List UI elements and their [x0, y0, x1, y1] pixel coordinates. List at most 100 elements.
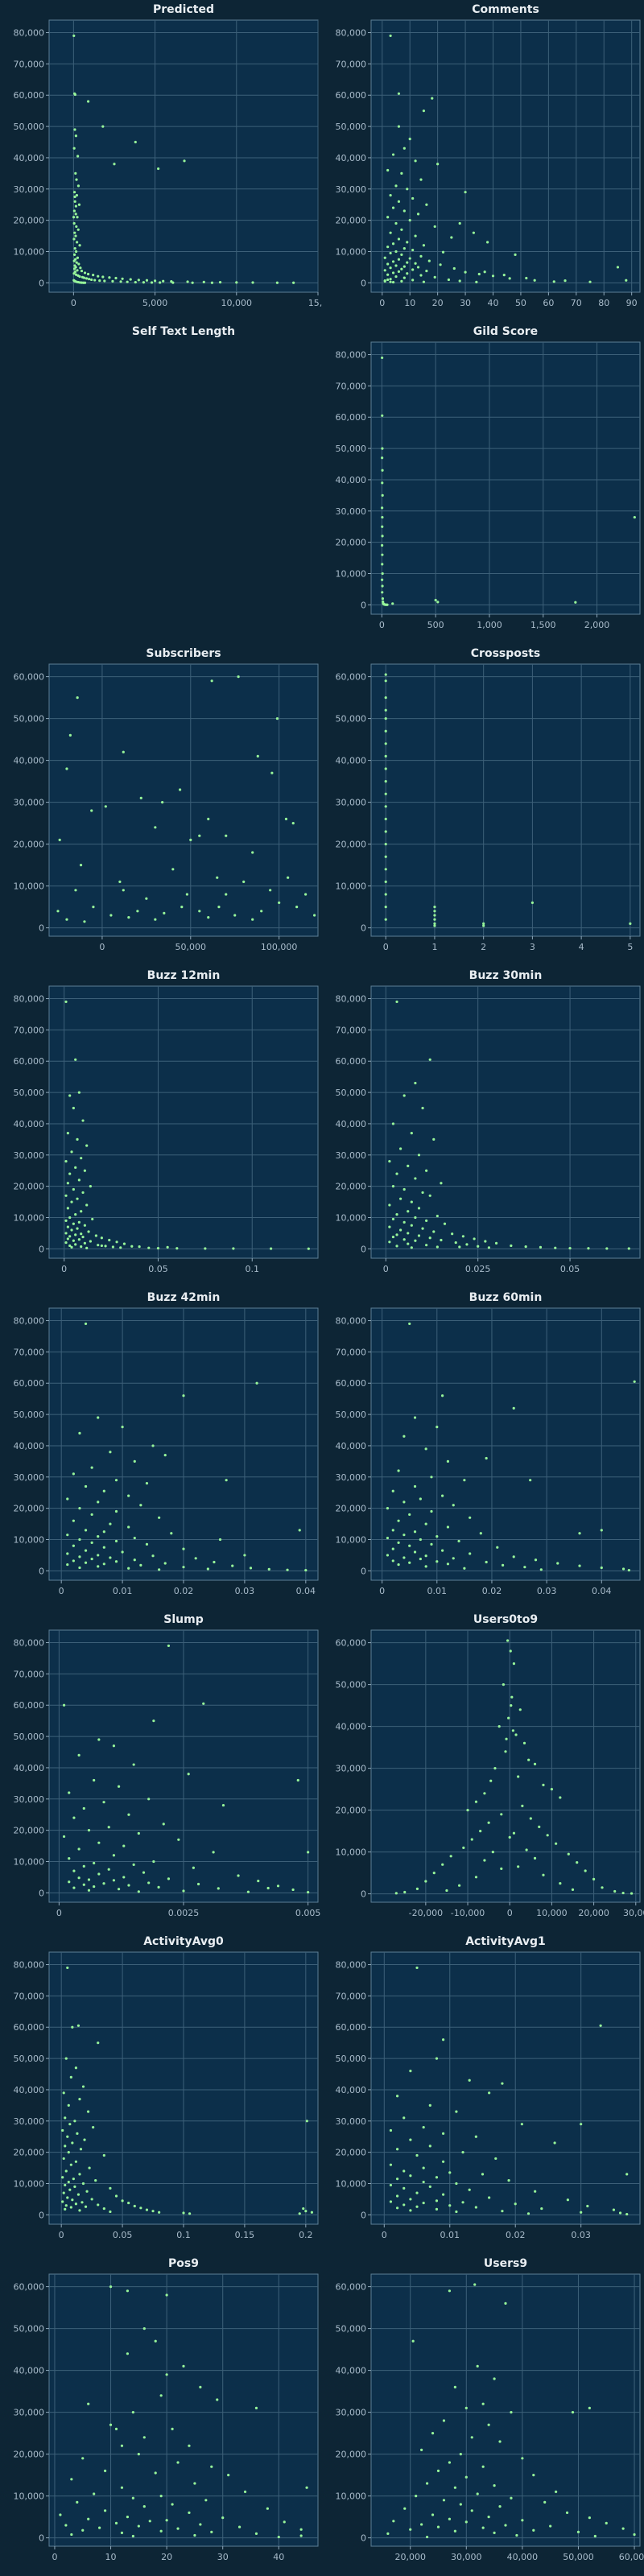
data-point: [621, 1567, 625, 1571]
data-point: [78, 275, 81, 279]
data-point: [605, 2521, 608, 2524]
data-point: [549, 2524, 552, 2528]
scatter-chart-buzz-42min: Buzz 42min 0 10,000 20,000 30,000 40,000 50,00…: [14, 1291, 319, 1596]
y-tick-label: 40,000: [336, 1119, 367, 1129]
data-point: [183, 159, 186, 163]
data-point: [78, 1507, 81, 1510]
data-point: [402, 2169, 406, 2173]
data-point: [411, 279, 415, 282]
data-points: [386, 1322, 636, 1572]
y-tick-label: 60,000: [336, 1378, 367, 1389]
scatter-chart-gild-score: Gild Score 0 10,000 20,000 30,000 40,000 50,00…: [336, 325, 641, 630]
chart-panel-comments: Comments 0 10,000 20,000 30,000 40,000 50,000 6…: [322, 0, 644, 322]
data-point: [139, 1504, 142, 1507]
data-point: [256, 754, 259, 758]
data-point: [193, 2533, 196, 2537]
data-point: [80, 1245, 83, 1249]
data-point: [413, 1484, 417, 1488]
data-point: [415, 2205, 419, 2208]
data-point: [482, 922, 485, 925]
data-point: [389, 278, 392, 281]
data-point: [409, 2209, 412, 2212]
data-point: [381, 456, 384, 460]
data-point: [381, 572, 384, 576]
y-tick-label: 10,000: [336, 1847, 367, 1858]
data-point: [79, 864, 83, 867]
data-point: [74, 889, 77, 892]
data-points: [388, 1000, 630, 1250]
chart-title: ActivityAvg1: [465, 1935, 546, 1948]
data-point: [210, 2530, 213, 2533]
data-point: [592, 1877, 596, 1880]
data-point: [491, 275, 495, 278]
scatter-chart-activityavg0: ActivityAvg0 0 10,000 20,000 30,000 40,000 50,…: [14, 1935, 319, 2240]
data-point: [475, 280, 478, 283]
data-point: [216, 2398, 219, 2401]
data-point: [574, 601, 577, 604]
data-point: [109, 2186, 112, 2190]
data-point: [64, 2169, 68, 2173]
data-point: [411, 268, 415, 271]
data-point: [72, 216, 76, 219]
data-point: [286, 1568, 289, 1571]
data-point: [69, 2206, 72, 2209]
x-tick-label: 20,000: [578, 1908, 609, 1918]
x-tick-label: 0.02: [174, 1586, 194, 1596]
y-tick-label: 20,000: [336, 1182, 367, 1192]
data-point: [159, 2529, 163, 2533]
x-tick-label: 0.03: [571, 2230, 591, 2240]
data-point: [97, 1501, 100, 1504]
data-point: [97, 2203, 100, 2207]
data-point: [104, 1245, 107, 1248]
y-tick-label: 20,000: [336, 840, 367, 850]
data-point: [62, 1835, 66, 1839]
x-tick-label: 0: [61, 1264, 67, 1274]
data-point: [506, 1639, 510, 1642]
data-point: [391, 206, 395, 209]
data-point: [400, 279, 403, 283]
scatter-chart-buzz-30min: Buzz 30min 0 10,000 20,000 30,000 40,000 50,00…: [336, 969, 641, 1274]
data-point: [394, 1892, 398, 1895]
data-point: [206, 1567, 209, 1571]
y-tick-label: 20,000: [14, 840, 45, 850]
data-point: [381, 563, 384, 566]
data-point: [177, 1838, 180, 1841]
data-point: [68, 1094, 72, 1097]
y-tick-label: 30,000: [14, 1150, 45, 1161]
data-point: [425, 203, 428, 206]
data-point: [502, 274, 506, 277]
data-point: [483, 1792, 486, 1795]
data-point: [137, 2524, 140, 2528]
y-tick-label: 60,000: [336, 90, 367, 101]
data-point: [391, 1529, 394, 1532]
data-point: [158, 1568, 161, 1571]
data-point: [237, 675, 240, 679]
data-point: [386, 246, 390, 249]
data-point: [176, 2527, 180, 2530]
data-point: [381, 447, 384, 450]
data-point: [415, 2495, 418, 2498]
data-point: [530, 901, 534, 904]
data-point: [121, 1550, 124, 1554]
data-point: [521, 2519, 524, 2522]
data-point: [384, 767, 387, 770]
data-point: [395, 2207, 399, 2210]
data-point: [134, 140, 137, 144]
data-point: [101, 275, 105, 279]
y-tick-label: 60,000: [336, 2022, 367, 2033]
y-tick-label: 40,000: [14, 2085, 45, 2095]
scatter-chart-slump: Slump 0 10,000 20,000 30,000 40,000 50,000 60,0…: [14, 1613, 321, 1918]
data-point: [76, 155, 80, 158]
data-point: [85, 1246, 89, 1249]
data-point: [510, 1695, 514, 1699]
data-point: [394, 264, 398, 267]
y-tick-label: 20,000: [336, 1806, 367, 1816]
data-point: [381, 515, 384, 519]
data-point: [433, 275, 436, 279]
data-point: [132, 1863, 135, 1866]
data-point: [476, 2492, 479, 2496]
data-point: [425, 269, 428, 273]
data-point: [446, 1563, 450, 1566]
data-point: [402, 1501, 406, 1504]
data-point: [65, 767, 68, 770]
